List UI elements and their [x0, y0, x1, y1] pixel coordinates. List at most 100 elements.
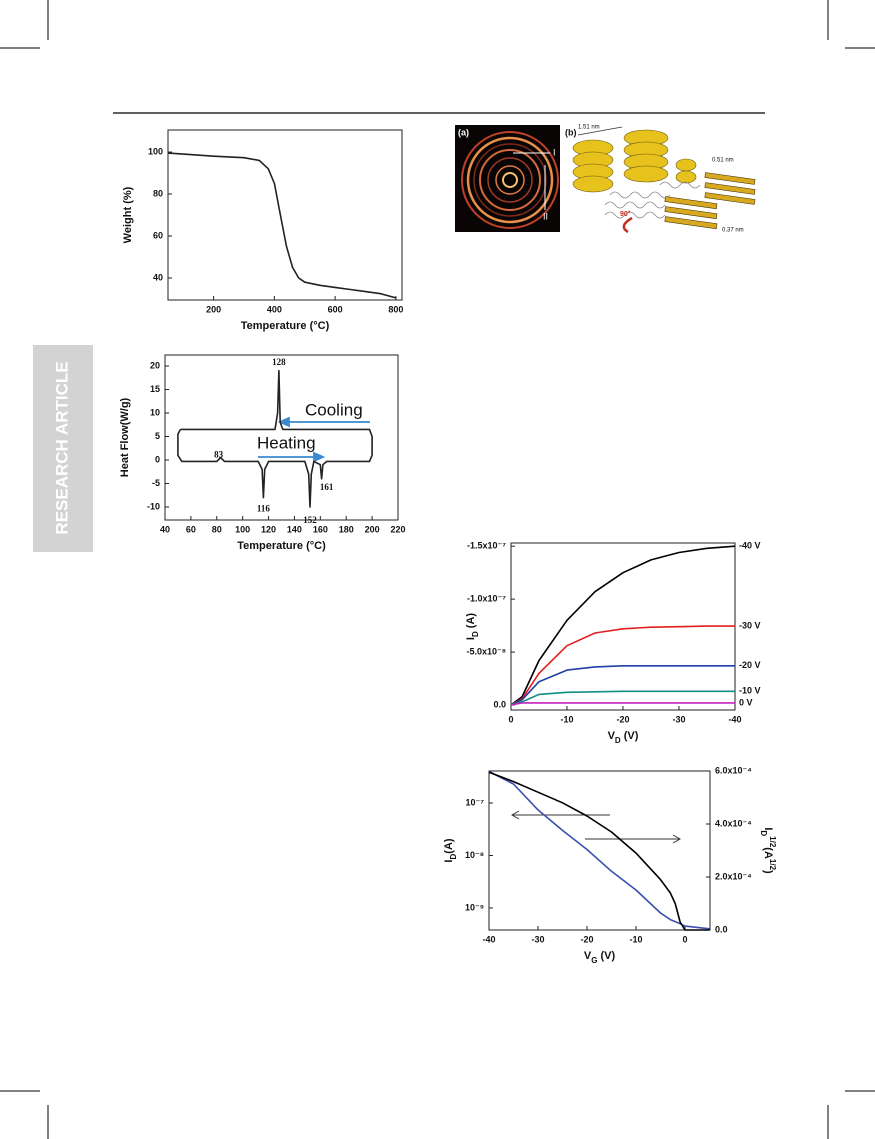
- y-tick-label: 40: [153, 272, 163, 282]
- axis-label: Heat Flow(W/g): [119, 397, 131, 477]
- y2-tick-label: 6.0x10⁻⁴: [715, 765, 752, 775]
- diffraction-image: (a) I II: [455, 125, 560, 232]
- data-line: [177, 369, 373, 508]
- packing-schematic: (b) 1.51 nm 0.51 nm 0.37 nm 90°: [565, 125, 756, 234]
- y-tick-label: -1.5x10⁻⁷: [467, 541, 506, 551]
- y-tick-label: 0: [155, 454, 160, 464]
- y-tick-label: 15: [150, 384, 160, 394]
- x-tick-label: -20: [616, 714, 629, 724]
- peak-label: 116: [257, 504, 271, 514]
- plot-frame: [488, 770, 711, 931]
- y-tick-label: 20: [150, 360, 160, 370]
- data-line: [488, 771, 710, 931]
- x-tick-label: 0: [683, 934, 688, 944]
- y-tick-label: 5: [155, 431, 160, 441]
- x-tick-label: -10: [560, 714, 573, 724]
- data-line: [488, 770, 710, 930]
- axis-label-part: D: [449, 854, 458, 860]
- data-line: [510, 665, 735, 706]
- axis-label-part: Temperature (°C): [241, 320, 330, 332]
- x-tick-label: 60: [186, 524, 196, 534]
- axis-label-part: 1/2: [768, 836, 777, 848]
- peak-label: 128: [272, 357, 286, 367]
- axis-label: Weight (%): [122, 186, 134, 243]
- x-tick-label: 220: [390, 524, 405, 534]
- y-tick-label: 10⁻⁷: [466, 797, 485, 807]
- y-tick-label: 60: [153, 230, 163, 240]
- x-tick-label: -30: [672, 714, 685, 724]
- y2-tick-label: 2.0x10⁻⁴: [715, 871, 752, 881]
- axis-label: VG (V): [584, 950, 616, 965]
- x-tick-label: 140: [287, 524, 302, 534]
- peak-label: 83: [214, 450, 224, 460]
- x-tick-label: 400: [267, 304, 282, 314]
- sidebar-label: RESEARCH ARTICLE: [52, 361, 71, 534]
- x-tick-label: 0: [508, 714, 513, 724]
- data-line: [510, 545, 736, 706]
- axis-label-part: G: [591, 956, 597, 965]
- arrows: [510, 810, 682, 844]
- axis-label-part: I: [762, 827, 774, 830]
- sidebar: [33, 345, 93, 552]
- x-tick-label: 160: [313, 524, 328, 534]
- series-label: -10 V: [739, 686, 761, 696]
- series-label: -30 V: [739, 621, 761, 631]
- x-tick-label: 120: [261, 524, 276, 534]
- series-label: -20 V: [739, 660, 761, 670]
- x-tick-label: -40: [728, 714, 741, 724]
- x-tick-label: 800: [388, 304, 403, 314]
- data-line: [510, 690, 735, 706]
- ring-label: I: [553, 147, 556, 157]
- spacing-label: 0.51 nm: [712, 158, 734, 164]
- axis-label-part: D: [615, 736, 621, 745]
- y-tick-label: -5.0x10⁻⁸: [466, 646, 506, 656]
- axis-label-part: V: [608, 730, 616, 742]
- axis-label-part: D: [471, 631, 480, 637]
- y2-tick-label: 0.0: [715, 924, 728, 934]
- axis-label-part: (V): [597, 950, 615, 962]
- axis-label: ID(A): [443, 838, 458, 862]
- x-tick-label: 100: [235, 524, 250, 534]
- peak-label: 161: [320, 482, 334, 492]
- spacing-label: 0.37 nm: [722, 228, 744, 234]
- axis-label: Temperature (°C): [241, 320, 330, 332]
- x-tick-label: 80: [212, 524, 222, 534]
- axis-label: ID1/2(A1/2): [759, 827, 777, 874]
- axis-label-part: 1/2: [768, 859, 777, 871]
- y-tick-label: 10⁻⁹: [465, 902, 484, 912]
- x-tick-label: -20: [580, 934, 593, 944]
- axis-label-part: V: [584, 950, 592, 962]
- x-tick-label: -40: [482, 934, 495, 944]
- x-tick-label: -10: [629, 934, 642, 944]
- x-tick-label: 40: [160, 524, 170, 534]
- axis-label-part: Temperature (°C): [237, 540, 326, 552]
- y-tick-label: -5: [152, 478, 160, 488]
- axis-label-part: (V): [621, 730, 639, 742]
- axis-label-part: (A): [443, 838, 455, 854]
- axis-label-part: (A: [762, 847, 774, 859]
- data-line: [167, 152, 397, 299]
- x-tick-label: 200: [206, 304, 221, 314]
- data-line: [510, 702, 735, 706]
- data-line: [510, 625, 735, 706]
- x-tick-label: 200: [365, 524, 380, 534]
- axis-label: VD (V): [608, 730, 639, 745]
- x-tick-label: -30: [531, 934, 544, 944]
- axis-label: ID (A): [465, 613, 480, 641]
- y-tick-label: 80: [153, 188, 163, 198]
- y-tick-label: 100: [148, 146, 163, 156]
- y-tick-label: 10⁻⁸: [465, 850, 484, 860]
- axis-label-part: D: [759, 830, 768, 836]
- note: Heating: [257, 433, 316, 452]
- axis-label-part: I: [465, 637, 477, 640]
- x-tick-label: 180: [339, 524, 354, 534]
- axis-label-part: (A): [465, 613, 477, 632]
- plot-frame: [164, 354, 399, 521]
- y-tick-label: 10: [150, 407, 160, 417]
- plot-frame: [167, 129, 403, 301]
- panel-label: (b): [565, 127, 577, 137]
- y-tick-label: 0.0: [493, 699, 506, 709]
- spacing-label: 1.51 nm: [578, 125, 600, 131]
- series-label: 0 V: [739, 697, 753, 707]
